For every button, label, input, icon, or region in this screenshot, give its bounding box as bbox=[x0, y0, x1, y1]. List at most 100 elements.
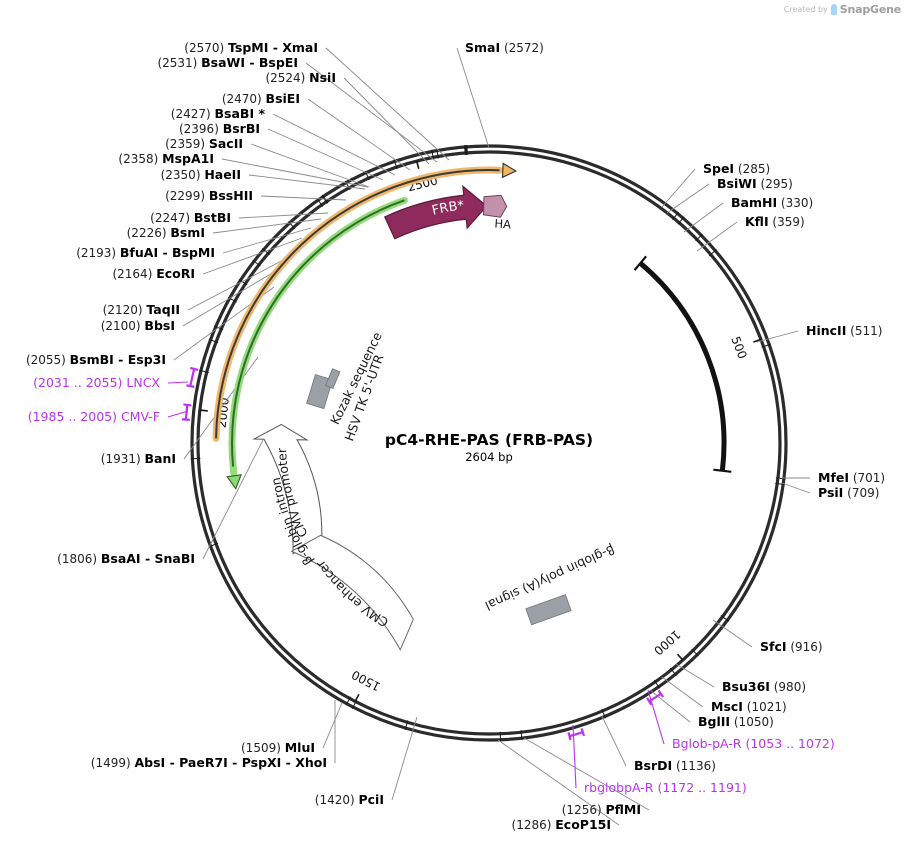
enzyme-site-label[interactable]: (2247) BstBI bbox=[150, 210, 231, 225]
snapgene-watermark: Created by SnapGene bbox=[784, 3, 901, 16]
enzyme-site-label[interactable]: (2396) BsrBI bbox=[179, 121, 260, 136]
enzyme-site-label[interactable]: (2226) BsmI bbox=[127, 225, 205, 240]
enzyme-position: (2396) bbox=[179, 122, 223, 136]
svg-text:(2055) BsmBI - Esp3I: (2055) BsmBI - Esp3I bbox=[26, 352, 166, 367]
enzyme-cut-mark bbox=[669, 667, 677, 677]
enzyme-position: (1050) bbox=[730, 715, 774, 729]
enzyme-site-label[interactable]: (1806) BsaAI - SnaBI bbox=[57, 551, 195, 566]
orange-feature-arc-core bbox=[215, 169, 500, 439]
feature-intron-arc[interactable] bbox=[638, 261, 727, 472]
svg-text:BsrDI (1136): BsrDI (1136) bbox=[634, 758, 716, 773]
primer-bracket[interactable] bbox=[567, 728, 586, 741]
enzyme-site-label[interactable]: BglII (1050) bbox=[698, 714, 774, 729]
svg-text:(1256) PflMI: (1256) PflMI bbox=[562, 802, 641, 817]
feature-layer bbox=[212, 162, 732, 651]
enzyme-site-label[interactable]: (2350) HaeII bbox=[161, 167, 241, 182]
enzyme-site-label[interactable]: (2359) SacII bbox=[165, 136, 243, 151]
enzyme-site-label[interactable]: (2193) BfuAI - BspMI bbox=[76, 245, 215, 260]
enzyme-site-label[interactable]: (2531) BsaWI - BspEI bbox=[157, 55, 298, 70]
enzyme-site-label[interactable]: Bsu36I (980) bbox=[722, 679, 806, 694]
enzyme-site-label[interactable]: (1499) AbsI - PaeR7I - PspXI - XhoI bbox=[91, 755, 327, 770]
feature-box[interactable] bbox=[306, 374, 334, 410]
enzyme-name: EcoRI bbox=[156, 266, 195, 281]
enzyme-position: (709) bbox=[843, 486, 879, 500]
svg-text:(2470) BsiEI: (2470) BsiEI bbox=[222, 91, 300, 106]
enzyme-site-label[interactable]: (2524) NsiI bbox=[265, 70, 336, 85]
enzyme-site-label[interactable]: SfcI (916) bbox=[760, 639, 823, 654]
primer-label[interactable]: (1985 .. 2005) CMV-F bbox=[28, 409, 160, 424]
backbone-outer-ring bbox=[190, 144, 788, 742]
enzyme-position: (2359) bbox=[165, 137, 209, 151]
enzyme-site-label[interactable]: (2299) BssHII bbox=[165, 188, 253, 203]
enzyme-name: BamHI bbox=[731, 195, 777, 210]
primer-range: (2031 .. 2055) bbox=[33, 375, 126, 390]
primer-bracket[interactable] bbox=[181, 403, 192, 421]
svg-text:SpeI (285): SpeI (285) bbox=[703, 161, 770, 176]
svg-text:(2120) TaqII: (2120) TaqII bbox=[103, 302, 180, 317]
enzyme-position: (916) bbox=[787, 640, 823, 654]
enzyme-site-label[interactable]: MscI (1021) bbox=[711, 699, 787, 714]
enzyme-cut-mark bbox=[238, 279, 248, 286]
enzyme-site-label[interactable]: (1256) PflMI bbox=[562, 802, 641, 817]
svg-text:SfcI (916): SfcI (916) bbox=[760, 639, 823, 654]
feature-cmv-enhancer[interactable] bbox=[290, 534, 414, 651]
primer-label[interactable]: rbglobpA-R (1172 .. 1191) bbox=[584, 780, 747, 795]
primer-label[interactable]: Bglob-pA-R (1053 .. 1072) bbox=[672, 736, 835, 751]
svg-text:(1931) BanI: (1931) BanI bbox=[101, 451, 176, 466]
enzyme-cut-mark bbox=[672, 211, 680, 221]
enzyme-name: BsiWI bbox=[717, 176, 757, 191]
svg-text:(1286) EcoP15I: (1286) EcoP15I bbox=[512, 817, 611, 832]
enzyme-site-label[interactable]: SpeI (285) bbox=[703, 161, 770, 176]
feature-end-tick bbox=[633, 255, 647, 271]
svg-text:PsiI (709): PsiI (709) bbox=[818, 485, 879, 500]
enzyme-cut-mark bbox=[720, 615, 730, 622]
enzyme-site-label[interactable]: SmaI (2572) bbox=[465, 40, 544, 55]
enzyme-site-label[interactable]: BamHI (330) bbox=[731, 195, 813, 210]
feature-box[interactable] bbox=[525, 594, 572, 626]
enzyme-site-label[interactable]: KflI (359) bbox=[745, 214, 805, 229]
plasmid-backbone bbox=[190, 144, 788, 742]
enzyme-position: (2350) bbox=[161, 168, 205, 182]
enzyme-site-label[interactable]: (1286) EcoP15I bbox=[512, 817, 611, 832]
enzyme-cut-mark bbox=[316, 198, 324, 207]
primer-bracket[interactable] bbox=[186, 366, 199, 388]
primer-label[interactable]: (2031 .. 2055) LNCX bbox=[33, 375, 160, 390]
enzyme-position: (1136) bbox=[672, 759, 716, 773]
enzyme-name: BsmBI - Esp3I bbox=[70, 352, 166, 367]
enzyme-position: (359) bbox=[769, 215, 805, 229]
enzyme-position: (701) bbox=[849, 471, 885, 485]
enzyme-cut-mark bbox=[677, 216, 685, 225]
enzyme-position: (2120) bbox=[103, 303, 147, 317]
feature-box[interactable] bbox=[325, 368, 341, 389]
enzyme-site-label[interactable]: (2055) BsmBI - Esp3I bbox=[26, 352, 166, 367]
svg-text:(2524) NsiI: (2524) NsiI bbox=[265, 70, 336, 85]
enzyme-site-label[interactable]: (2100) BbsI bbox=[101, 318, 175, 333]
enzyme-site-label[interactable]: HincII (511) bbox=[806, 323, 882, 338]
primer-bracket[interactable] bbox=[646, 689, 665, 706]
enzyme-site-label[interactable]: BsiWI (295) bbox=[717, 176, 793, 191]
enzyme-name: SfcI bbox=[760, 639, 787, 654]
enzyme-site-label[interactable]: (1931) BanI bbox=[101, 451, 176, 466]
feature-ha-tag[interactable] bbox=[482, 194, 508, 218]
enzyme-site-label[interactable]: (2427) BsaBI * bbox=[171, 106, 266, 121]
enzyme-site-label[interactable]: (2120) TaqII bbox=[103, 302, 180, 317]
enzyme-site-label[interactable]: BsrDI (1136) bbox=[634, 758, 716, 773]
svg-text:(2350) HaeII: (2350) HaeII bbox=[161, 167, 241, 182]
enzyme-name: MluI bbox=[285, 740, 315, 755]
enzyme-site-label[interactable]: (2358) MspA1I bbox=[118, 151, 214, 166]
enzyme-site-label[interactable]: (2470) BsiEI bbox=[222, 91, 300, 106]
enzyme-site-label[interactable]: (2164) EcoRI bbox=[112, 266, 195, 281]
enzyme-site-label[interactable]: (1420) PciI bbox=[315, 792, 384, 807]
enzyme-site-label[interactable]: PsiI (709) bbox=[818, 485, 879, 500]
enzyme-site-label[interactable]: MfeI (701) bbox=[818, 470, 885, 485]
enzyme-cut-mark bbox=[708, 249, 717, 257]
enzyme-name: AbsI - PaeR7I - PspXI - XhoI bbox=[135, 755, 328, 770]
enzyme-name: MfeI bbox=[818, 470, 849, 485]
enzyme-site-label[interactable]: (1509) MluI bbox=[241, 740, 315, 755]
svg-text:KflI (359): KflI (359) bbox=[745, 214, 805, 229]
enzyme-cut-mark bbox=[691, 648, 699, 657]
enzyme-site-label[interactable]: (2570) TspMI - XmaI bbox=[184, 40, 318, 55]
feature-cmv-promoter[interactable] bbox=[252, 423, 323, 555]
enzyme-name: HaeII bbox=[204, 167, 241, 182]
